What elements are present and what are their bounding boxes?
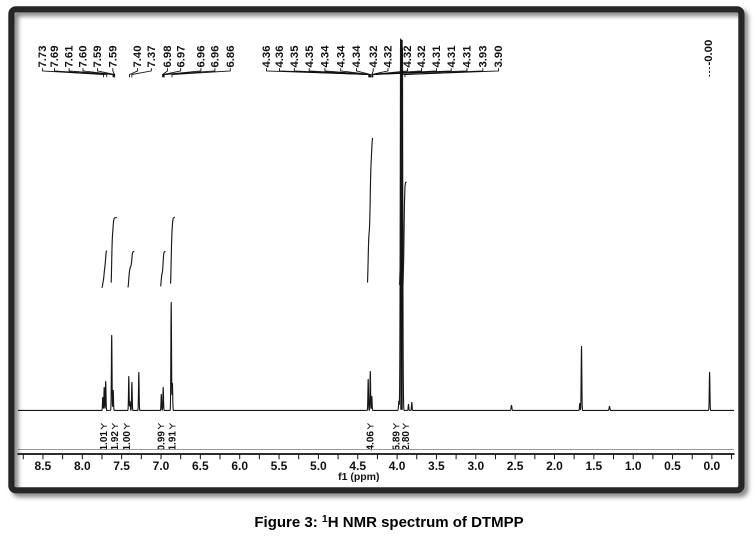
svg-text:0.0: 0.0 <box>704 459 721 473</box>
svg-text:1.0: 1.0 <box>625 459 642 473</box>
svg-text:7.73: 7.73 <box>37 46 49 68</box>
svg-text:0.5: 0.5 <box>664 459 681 473</box>
svg-text:4.35: 4.35 <box>304 46 316 68</box>
svg-text:8.0: 8.0 <box>74 459 91 473</box>
svg-text:7.40: 7.40 <box>132 46 144 68</box>
svg-text:4.35: 4.35 <box>289 46 301 68</box>
svg-text:0.99: 0.99 <box>156 431 167 451</box>
svg-text:4.32: 4.32 <box>402 46 414 68</box>
svg-text:6.0: 6.0 <box>231 459 248 473</box>
svg-text:3.0: 3.0 <box>467 459 484 473</box>
svg-text:7.59: 7.59 <box>107 46 119 68</box>
svg-text:2.0: 2.0 <box>546 459 563 473</box>
svg-text:7.69: 7.69 <box>49 46 61 68</box>
svg-text:5.0: 5.0 <box>310 459 327 473</box>
svg-text:7.37: 7.37 <box>146 46 158 68</box>
svg-text:6.5: 6.5 <box>192 459 209 473</box>
svg-text:7.60: 7.60 <box>78 46 90 68</box>
svg-text:6.98: 6.98 <box>162 46 174 68</box>
svg-text:4.34: 4.34 <box>320 45 332 68</box>
svg-text:6.96: 6.96 <box>196 46 208 68</box>
svg-text:4.5: 4.5 <box>349 459 366 473</box>
svg-text:4.06: 4.06 <box>366 431 377 451</box>
svg-text:2.5: 2.5 <box>507 459 524 473</box>
svg-text:6.97: 6.97 <box>175 46 187 68</box>
svg-text:7.61: 7.61 <box>64 46 76 68</box>
svg-text:4.0: 4.0 <box>389 459 406 473</box>
svg-text:4.36: 4.36 <box>274 46 286 68</box>
svg-text:1.00: 1.00 <box>122 431 133 451</box>
svg-text:1.91: 1.91 <box>168 431 179 451</box>
svg-text:5.5: 5.5 <box>271 459 288 473</box>
svg-text:1.92: 1.92 <box>110 431 121 451</box>
svg-text:4.34: 4.34 <box>351 45 363 68</box>
svg-text:3.5: 3.5 <box>428 459 445 473</box>
svg-text:2.80: 2.80 <box>401 431 412 451</box>
svg-text:7.59: 7.59 <box>92 46 104 68</box>
svg-text:1.01: 1.01 <box>99 431 110 451</box>
svg-text:1.5: 1.5 <box>585 459 602 473</box>
svg-text:4.31: 4.31 <box>462 46 474 68</box>
svg-text:Figure 3: 1H NMR spectrum of D: Figure 3: 1H NMR spectrum of DTMPP <box>254 513 523 531</box>
svg-text:4.32: 4.32 <box>383 46 395 68</box>
svg-text:4.32: 4.32 <box>368 46 380 68</box>
svg-text:5.89: 5.89 <box>392 431 403 451</box>
svg-text:6.96: 6.96 <box>210 46 222 68</box>
svg-text:4.32: 4.32 <box>416 46 428 68</box>
svg-text:6.86: 6.86 <box>225 46 237 68</box>
svg-text:3.90: 3.90 <box>493 46 505 68</box>
svg-text:3.93: 3.93 <box>477 46 489 68</box>
svg-text:4.36: 4.36 <box>261 46 273 68</box>
svg-text:7.0: 7.0 <box>153 459 170 473</box>
svg-text:4.34: 4.34 <box>335 45 347 68</box>
svg-text:4.31: 4.31 <box>431 46 443 68</box>
svg-text:4.31: 4.31 <box>446 46 458 68</box>
svg-text:-0.00: -0.00 <box>703 40 715 66</box>
svg-text:f1 (ppm): f1 (ppm) <box>338 471 379 483</box>
svg-text:7.5: 7.5 <box>113 459 130 473</box>
svg-text:8.5: 8.5 <box>35 459 52 473</box>
